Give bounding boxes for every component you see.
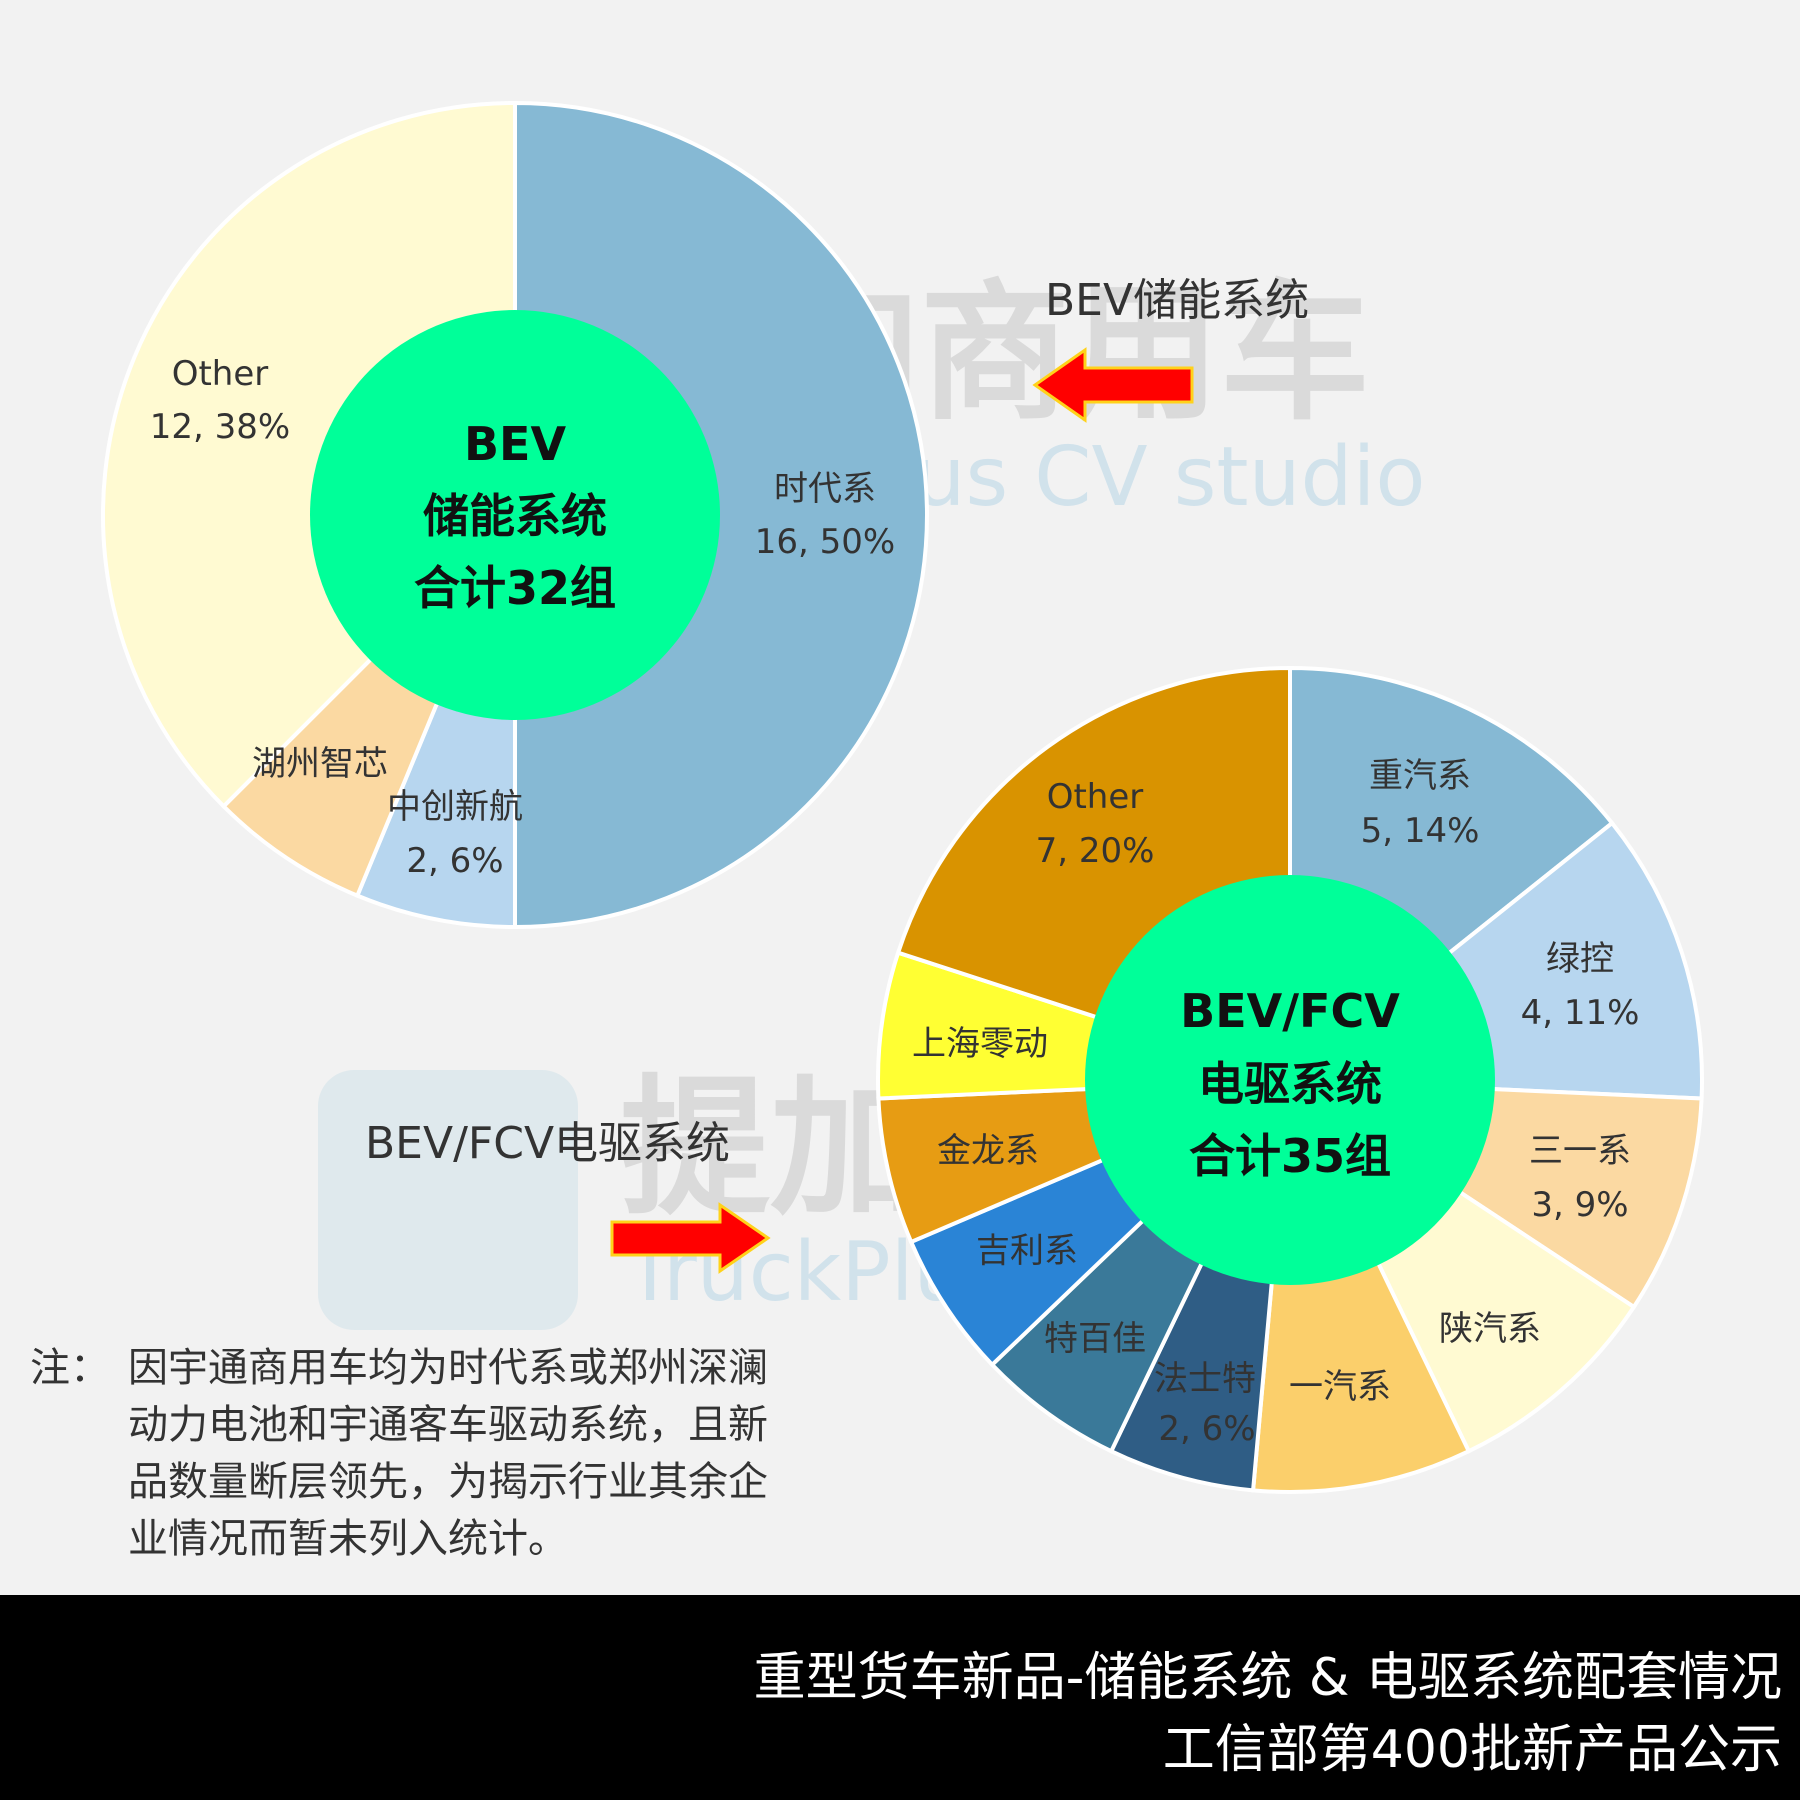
bev-fcv-drive-slice-labels: 重汽系 5, 14% 绿控 4, 11% 三一系 3, 9% 陕汽系 一汽系 法…: [912, 756, 1639, 1449]
bev-fcv-drive-donut: BEV/FCV 电驱系统 合计35组 重汽系 5, 14% 绿控 4, 11% …: [876, 665, 1704, 1494]
arrow-right-icon: [610, 1202, 771, 1274]
footer-subtitle: 工信部第400批新产品公示: [1162, 1720, 1782, 1780]
bev-storage-label-name-shidai: 时代系: [774, 469, 876, 509]
footnote-line-2: 动力电池和宇通客车驱动系统，且新: [128, 1402, 768, 1448]
footnote-line-4: 业情况而暂未列入统计。: [128, 1516, 568, 1562]
bev-storage-label-value-other: 12, 38%: [150, 407, 290, 447]
bev-storage-center-line-3: 合计32组: [414, 561, 616, 615]
bev-fcv-drive-center-circle: [1085, 875, 1495, 1285]
bev-fcv-drive-slices: [876, 665, 1704, 1494]
drive-label-value-sanyi: 3, 9%: [1531, 1185, 1628, 1225]
drive-label-name-zhongqi: 重汽系: [1369, 756, 1471, 796]
bev-fcv-drive-center-line-3: 合计35组: [1189, 1129, 1391, 1183]
arrow-left-icon: [1032, 347, 1194, 423]
footer-title: 重型货车新品-储能系统 & 电驱系统配套情况: [753, 1648, 1782, 1708]
bev-storage-center-line-1: BEV: [464, 417, 566, 471]
drive-label-value-lvkong: 4, 11%: [1521, 993, 1640, 1033]
drive-label-name-yiqi: 一汽系: [1289, 1367, 1391, 1407]
drive-label-value-other: 7, 20%: [1036, 831, 1155, 871]
drive-label-name-shanqi: 陕汽系: [1439, 1309, 1541, 1349]
drive-label-name-jili: 吉利系: [976, 1231, 1078, 1271]
bev-storage-slice-3: [101, 100, 517, 810]
footer-banner: 重型货车新品-储能系统 & 电驱系统配套情况 工信部第400批新产品公示: [0, 1595, 1800, 1800]
bev-storage-caption: BEV储能系统: [1045, 275, 1309, 326]
bev-fcv-drive-center-line-1: BEV/FCV: [1180, 984, 1400, 1038]
drive-label-name-tebaijia: 特百佳: [1044, 1319, 1146, 1359]
bev-storage-donut: BEV 储能系统 合计32组 时代系 16, 50% 中创新航 2, 6% 湖州…: [101, 100, 929, 930]
bev-fcv-drive-center-line-2: 电驱系统: [1198, 1057, 1382, 1111]
bev-storage-label-name-huzhou: 湖州智芯: [252, 744, 388, 784]
bev-storage-slice-labels: 时代系 16, 50% 中创新航 2, 6% 湖州智芯 Other 12, 38…: [150, 354, 895, 881]
drive-label-name-sanyi: 三一系: [1529, 1131, 1631, 1171]
bev-fcv-drive-caption: BEV/FCV电驱系统: [365, 1118, 730, 1169]
bev-storage-slices: [101, 100, 929, 930]
watermark-logo-bottom: [318, 1070, 578, 1330]
bev-storage-center-circle: [310, 310, 720, 720]
bev-storage-label-value-shidai: 16, 50%: [755, 522, 895, 562]
footnote-prefix: 注：: [30, 1345, 110, 1391]
footnote-line-3: 品数量断层领先，为揭示行业其余企: [128, 1459, 768, 1505]
footnote: 注： 因宇通商用车均为时代系或郑州深澜 动力电池和宇通客车驱动系统，且新 品数量…: [30, 1340, 890, 1568]
bev-storage-slice-0: [513, 100, 929, 930]
drive-label-name-jinlong: 金龙系: [937, 1131, 1039, 1171]
drive-label-name-shanghai: 上海零动: [912, 1024, 1048, 1064]
drive-label-name-other: Other: [1047, 777, 1144, 817]
drive-label-value-fashite: 2, 6%: [1158, 1409, 1255, 1449]
drive-label-name-lvkong: 绿控: [1546, 939, 1614, 979]
footnote-line-1: 因宇通商用车均为时代系或郑州深澜: [128, 1345, 768, 1391]
bev-storage-label-value-zhongchuang: 2, 6%: [406, 841, 503, 881]
drive-label-name-fashite: 法士特: [1154, 1359, 1256, 1399]
drive-label-value-zhongqi: 5, 14%: [1361, 811, 1480, 851]
bev-storage-label-name-other: Other: [172, 354, 269, 394]
bev-storage-center-line-2: 储能系统: [423, 489, 607, 543]
bev-storage-label-name-zhongchuang: 中创新航: [387, 787, 523, 827]
